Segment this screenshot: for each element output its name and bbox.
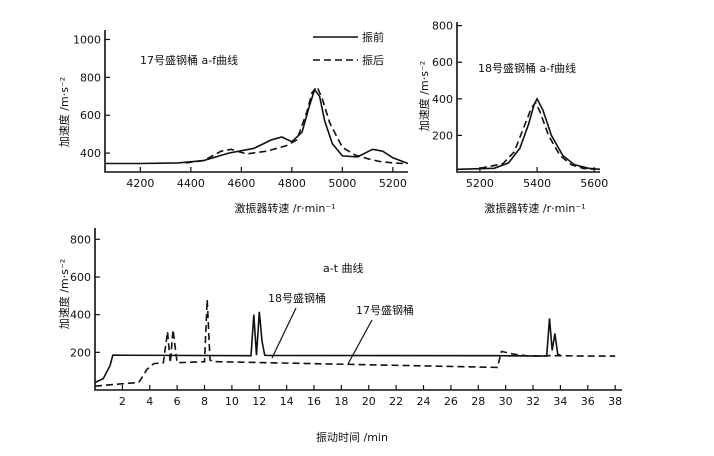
- y-axis-label: 加速度 /m·s⁻²: [57, 259, 71, 329]
- x-tick-label: 6: [174, 395, 181, 408]
- x-tick-label: 5200: [379, 177, 407, 190]
- legend: 振前 振后: [313, 30, 384, 67]
- y-tick-label: 400: [70, 309, 91, 322]
- x-tick-label: 4800: [278, 177, 306, 190]
- chart-title-17: 17号盛钢桶 a-f曲线: [140, 53, 238, 67]
- x-tick-label: 18: [334, 395, 348, 408]
- x-tick-label: 34: [553, 395, 567, 408]
- series-line: [479, 100, 595, 171]
- x-tick-label: 14: [280, 395, 294, 408]
- series-line: [185, 85, 403, 165]
- x-tick-label: 32: [526, 395, 540, 408]
- annotation-18: 18号盛钢桶: [268, 291, 326, 305]
- x-tick-label: 38: [608, 395, 622, 408]
- x-tick-label: 16: [307, 395, 321, 408]
- x-tick-label: 2: [119, 395, 126, 408]
- x-tick-label: 20: [362, 395, 376, 408]
- x-axis-label: 振动时间 /min: [316, 430, 388, 444]
- axes-frame: [94, 228, 622, 391]
- x-tick-label: 30: [499, 395, 513, 408]
- x-tick-label: 5200: [466, 177, 494, 190]
- panel-top-left-chart: 17号盛钢桶 a-f曲线 振前 振后 激振器转速 /r·min⁻¹ 加速度 /m…: [57, 30, 409, 215]
- x-tick-label: 24: [417, 395, 431, 408]
- panel-bottom-chart: a-t 曲线 18号盛钢桶 17号盛钢桶 振动时间 /min 加速度 /m·s⁻…: [57, 228, 622, 444]
- x-tick-label: 28: [471, 395, 485, 408]
- annotation-17-leader: [347, 319, 373, 365]
- x-tick-label: 5600: [580, 177, 608, 190]
- series-line: [105, 87, 409, 165]
- axes-frame: [104, 30, 408, 173]
- x-tick-label: 36: [581, 395, 595, 408]
- x-axis-label: 激振器转速 /r·min⁻¹: [484, 201, 585, 215]
- annotation-17: 17号盛钢桶: [356, 303, 414, 317]
- y-tick-label: 200: [432, 129, 453, 142]
- x-tick-label: 4200: [126, 177, 154, 190]
- x-tick-label: 22: [389, 395, 403, 408]
- y-tick-label: 600: [432, 56, 453, 69]
- x-tick-label: 5400: [523, 177, 551, 190]
- y-tick-label: 200: [70, 346, 91, 359]
- y-tick-label: 800: [80, 71, 101, 84]
- y-tick-label: 800: [432, 20, 453, 33]
- y-tick-label: 400: [80, 147, 101, 160]
- chart-title-at: a-t 曲线: [323, 261, 364, 275]
- panel-top-right-chart: 18号盛钢桶 a-f曲线 激振器转速 /r·min⁻¹ 加速度 /m·s⁻² 5…: [417, 20, 608, 215]
- x-axis-label: 激振器转速 /r·min⁻¹: [234, 201, 335, 215]
- x-tick-label: 10: [225, 395, 239, 408]
- series-line: [94, 311, 561, 384]
- y-tick-label: 600: [80, 109, 101, 122]
- y-tick-label: 1000: [73, 33, 101, 46]
- legend-label-before: 振前: [362, 30, 384, 44]
- axes-frame: [456, 22, 600, 173]
- x-tick-label: 4400: [177, 177, 205, 190]
- annotation-18-leader: [271, 307, 297, 359]
- x-tick-label: 12: [252, 395, 266, 408]
- y-tick-label: 600: [70, 271, 91, 284]
- y-axis-label: 加速度 /m·s⁻²: [417, 61, 431, 131]
- y-tick-label: 800: [70, 233, 91, 246]
- series-line: [456, 97, 601, 171]
- x-tick-label: 4: [146, 395, 153, 408]
- y-tick-label: 400: [432, 93, 453, 106]
- x-tick-label: 8: [201, 395, 208, 408]
- x-tick-label: 26: [444, 395, 458, 408]
- series-line: [94, 299, 616, 387]
- legend-label-after: 振后: [362, 53, 384, 67]
- x-tick-label: 5000: [328, 177, 356, 190]
- y-axis-label: 加速度 /m·s⁻²: [57, 77, 71, 147]
- chart-title-18: 18号盛钢桶 a-f曲线: [478, 61, 576, 75]
- x-tick-label: 4600: [227, 177, 255, 190]
